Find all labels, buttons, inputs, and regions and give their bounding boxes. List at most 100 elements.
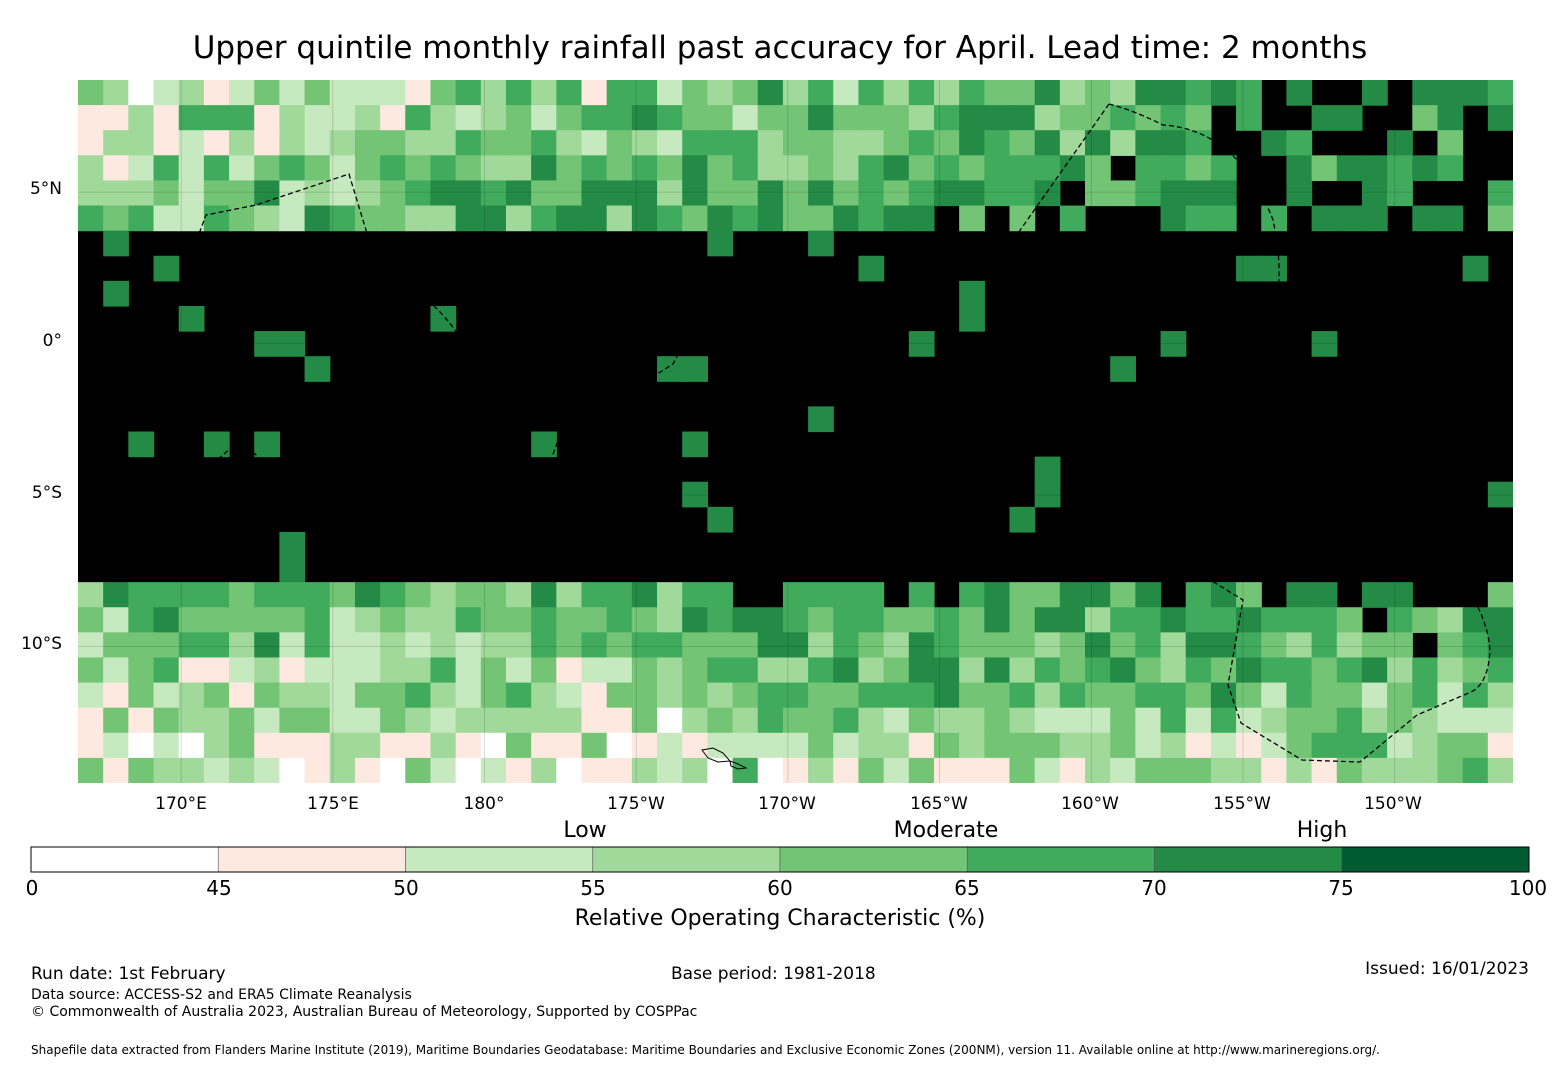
grid-cell: [1009, 130, 1036, 156]
grid-cell: [1261, 732, 1288, 759]
grid-cell: [505, 682, 532, 709]
grid-cell: [480, 130, 507, 156]
grid-cell: [405, 757, 432, 783]
grid-cell: [1059, 130, 1086, 156]
grid-cell: [153, 130, 180, 156]
grid-cell: [430, 105, 457, 131]
grid-cell: [254, 632, 281, 659]
grid-cell: [178, 130, 205, 156]
grid-cell: [279, 757, 306, 783]
grid-cell: [103, 607, 129, 633]
grid-cell: [707, 80, 734, 106]
shapefile-credit: Shapefile data extracted from Flanders M…: [31, 1043, 1380, 1057]
grid-cell: [1009, 80, 1036, 106]
grid-cell: [1286, 657, 1313, 684]
grid-cell: [229, 130, 255, 156]
grid-cell: [908, 732, 935, 759]
grid-cell: [505, 130, 532, 156]
colorbar-segment: [217, 846, 406, 873]
grid-cell: [1236, 80, 1262, 106]
grid-cell: [430, 582, 457, 608]
grid-cell: [505, 757, 532, 783]
grid-cell: [304, 757, 331, 783]
grid-cell: [1135, 607, 1162, 633]
grid-cell: [1437, 205, 1464, 232]
grid-cell: [908, 582, 935, 608]
grid-cell: [631, 582, 658, 608]
grid-cell: [707, 632, 734, 659]
grid-cell: [808, 105, 834, 131]
grid-cell: [808, 582, 834, 608]
grid-cell: [279, 531, 306, 558]
grid-cell: [531, 205, 557, 232]
grid-cell: [1361, 155, 1388, 182]
grid-cell: [1236, 255, 1262, 282]
grid-cell: [984, 707, 1011, 734]
grid-cell: [254, 682, 281, 709]
grid-cell: [1286, 180, 1313, 207]
grid-cell: [858, 607, 885, 633]
grid-cell: [858, 205, 885, 232]
grid-cell: [657, 105, 683, 131]
grid-cell: [1135, 657, 1162, 684]
grid-cell: [128, 205, 155, 232]
grid-cell: [1210, 80, 1237, 106]
grid-cell: [631, 607, 658, 633]
grid-cell: [631, 632, 658, 659]
grid-cell: [1236, 607, 1262, 633]
grid-cell: [1210, 582, 1237, 608]
grid-cell: [480, 682, 507, 709]
grid-cell: [657, 732, 683, 759]
grid-cell: [1009, 205, 1036, 232]
grid-cell: [556, 105, 583, 131]
grid-cell: [505, 732, 532, 759]
grid-cell: [631, 682, 658, 709]
grid-cell: [128, 732, 155, 759]
grid-cell: [581, 80, 608, 106]
grid-cell: [1185, 657, 1212, 684]
grid-cell: [984, 757, 1011, 783]
grid-cell: [959, 607, 985, 633]
grid-cell: [984, 682, 1011, 709]
grid-cell: [682, 481, 708, 508]
colorbar-tick-label: 100: [1508, 876, 1548, 900]
grid-cell: [1210, 682, 1237, 709]
grid-cell: [229, 105, 255, 131]
grid-cell: [959, 707, 985, 734]
grid-cell: [254, 205, 281, 232]
grid-cell: [1160, 130, 1187, 156]
grid-cell: [1160, 80, 1187, 106]
grid-cell: [1059, 105, 1086, 131]
grid-cell: [1437, 732, 1464, 759]
grid-cell: [1110, 105, 1136, 131]
grid-cell: [833, 105, 860, 131]
grid-cell: [1487, 632, 1513, 659]
x-tick-label: 160°W: [1061, 794, 1119, 814]
grid-cell: [103, 582, 129, 608]
grid-cell: [229, 632, 255, 659]
grid-cell: [1311, 331, 1338, 357]
grid-cell: [833, 682, 860, 709]
grid-cell: [858, 105, 885, 131]
grid-cell: [1487, 205, 1513, 232]
grid-cell: [782, 105, 809, 131]
grid-cell: [1487, 481, 1513, 508]
grid-cell: [128, 607, 155, 633]
grid-cell: [1059, 155, 1086, 182]
grid-cell: [153, 582, 180, 608]
grid-cell: [1210, 632, 1237, 659]
grid-cell: [959, 130, 985, 156]
grid-cell: [682, 707, 708, 734]
grid-cell: [405, 155, 432, 182]
grid-cell: [380, 607, 406, 633]
grid-cell: [883, 757, 910, 783]
grid-cell: [833, 130, 860, 156]
grid-cell: [657, 682, 683, 709]
grid-cell: [354, 657, 381, 684]
grid-cell: [858, 582, 885, 608]
grid-cell: [1210, 607, 1237, 633]
grid-cell: [531, 155, 557, 182]
grid-cell: [1361, 732, 1388, 759]
grid-cell: [229, 732, 255, 759]
grid-cell: [1286, 130, 1313, 156]
